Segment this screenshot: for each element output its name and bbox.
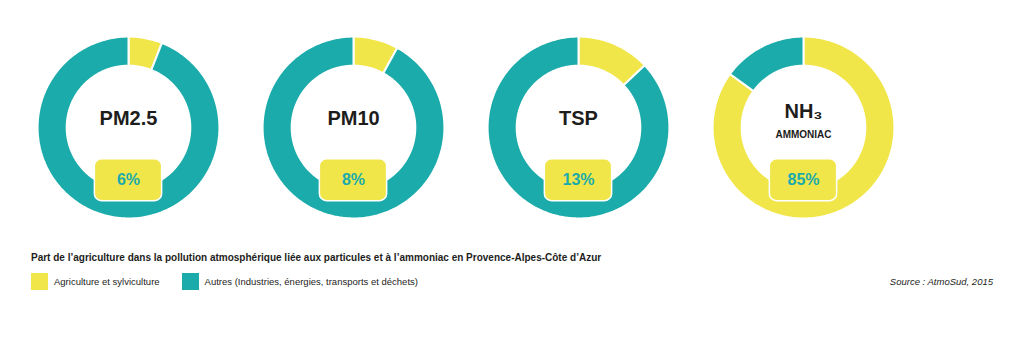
svg-text:PM2.5: PM2.5 <box>100 107 158 129</box>
html-text:Autres (Industries, énergies,: Autres (Industries, énergies, transports… <box>204 276 418 287</box>
svg-text:AMMONIAC: AMMONIAC <box>775 129 831 140</box>
svg-text:13%: 13% <box>562 171 594 188</box>
html-text:Agriculture et sylviculture: Agriculture et sylviculture <box>54 276 160 287</box>
svg-text:TSP: TSP <box>559 107 598 129</box>
svg-text:NH₃: NH₃ <box>784 100 822 122</box>
svg-text:PM10: PM10 <box>327 107 379 129</box>
svg-text:85%: 85% <box>787 171 819 188</box>
svg-text:8%: 8% <box>342 171 365 188</box>
html-text:Part de l’agriculture dans la: Part de l’agriculture dans la pollution … <box>31 252 602 263</box>
svg-text:6%: 6% <box>117 171 140 188</box>
html-text:Source : AtmoSud, 2015: Source : AtmoSud, 2015 <box>889 276 993 287</box>
